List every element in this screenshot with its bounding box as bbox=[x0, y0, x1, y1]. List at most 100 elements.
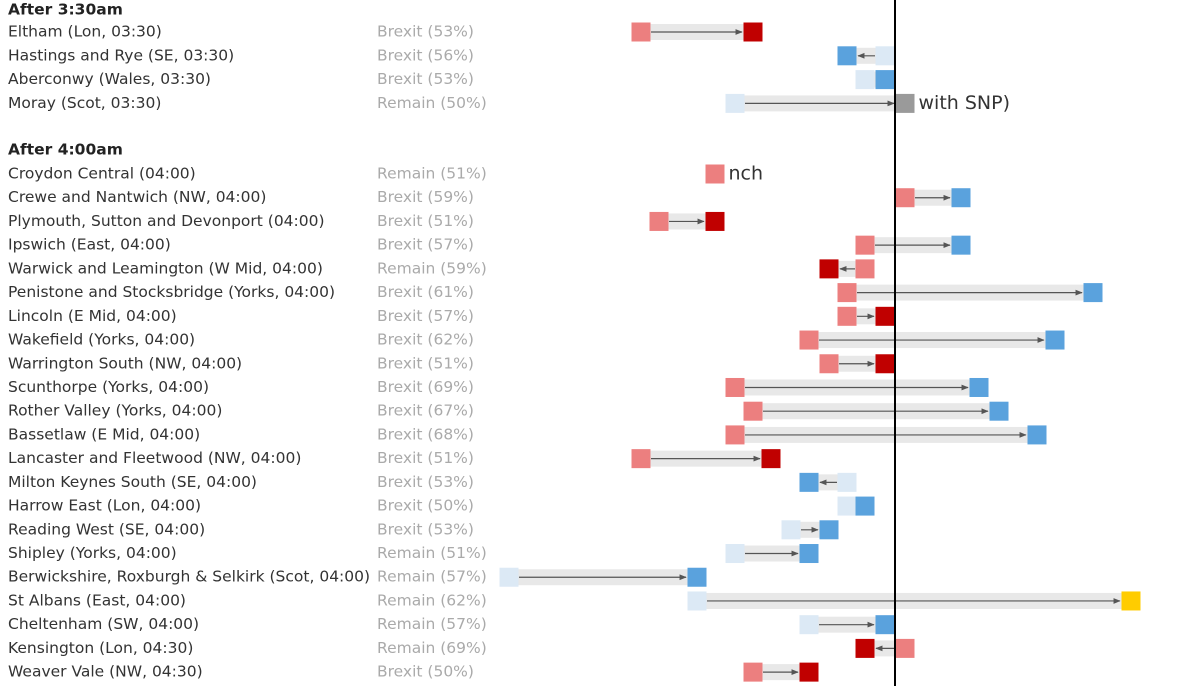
marker-square bbox=[837, 496, 857, 516]
row-label: Brexit (53%) bbox=[377, 473, 474, 491]
row-label: Brexit (62%) bbox=[377, 331, 474, 349]
row-name: Berwickshire, Roxburgh & Selkirk (Scot, … bbox=[8, 568, 370, 586]
row-label: Remain (69%) bbox=[377, 639, 487, 657]
row-label: Brexit (53%) bbox=[377, 23, 474, 41]
row-name: Milton Keynes South (SE, 04:00) bbox=[8, 473, 257, 491]
marker-square bbox=[725, 425, 745, 445]
row-name: Ipswich (East, 04:00) bbox=[8, 236, 171, 254]
marker-square bbox=[837, 46, 857, 66]
row-label: Remain (59%) bbox=[377, 259, 487, 277]
marker-square bbox=[743, 662, 763, 682]
marker-square bbox=[875, 306, 895, 326]
marker-square bbox=[687, 591, 707, 611]
row-label: Remain (50%) bbox=[377, 94, 487, 112]
row-name: St Albans (East, 04:00) bbox=[8, 591, 186, 609]
marker-square bbox=[649, 211, 669, 231]
row-label: Brexit (57%) bbox=[377, 307, 474, 325]
marker-square bbox=[951, 188, 971, 208]
marker-square bbox=[819, 354, 839, 374]
row-label: Brexit (59%) bbox=[377, 188, 474, 206]
row-name: Lancaster and Fleetwood (NW, 04:00) bbox=[8, 449, 301, 467]
marker-square bbox=[499, 567, 519, 587]
row-label: Remain (62%) bbox=[377, 591, 487, 609]
row-name: Bassetlaw (E Mid, 04:00) bbox=[8, 425, 200, 443]
marker-square bbox=[855, 496, 875, 516]
row-label: Brexit (53%) bbox=[377, 70, 474, 88]
marker-square bbox=[875, 354, 895, 374]
marker-square bbox=[855, 259, 875, 279]
marker-square bbox=[855, 638, 875, 658]
marker-square bbox=[875, 615, 895, 635]
row-label: Brexit (51%) bbox=[377, 212, 474, 230]
section-title: After 3:30am bbox=[8, 1, 123, 19]
row-label: Brexit (68%) bbox=[377, 425, 474, 443]
row-name: Rother Valley (Yorks, 04:00) bbox=[8, 402, 222, 420]
row-label: Remain (51%) bbox=[377, 544, 487, 562]
row-label: Brexit (50%) bbox=[377, 663, 474, 681]
marker-square bbox=[743, 22, 763, 42]
row-label: Brexit (61%) bbox=[377, 283, 474, 301]
row-label: Remain (57%) bbox=[377, 615, 487, 633]
marker-square bbox=[1045, 330, 1065, 350]
marker-square bbox=[761, 449, 781, 469]
marker-square bbox=[895, 93, 915, 113]
marker-square bbox=[837, 306, 857, 326]
marker-square bbox=[819, 520, 839, 540]
marker-square bbox=[951, 235, 971, 255]
marker-square bbox=[855, 235, 875, 255]
row-name: Wakefield (Yorks, 04:00) bbox=[8, 331, 195, 349]
row-name: Croydon Central (04:00) bbox=[8, 165, 196, 183]
row-name: Eltham (Lon, 03:30) bbox=[8, 23, 162, 41]
marker-square bbox=[631, 22, 651, 42]
row-name: Warwick and Leamington (W Mid, 04:00) bbox=[8, 259, 323, 277]
marker-square bbox=[895, 188, 915, 208]
row-name: Cheltenham (SW, 04:00) bbox=[8, 615, 199, 633]
marker-square bbox=[799, 330, 819, 350]
row-name: Shipley (Yorks, 04:00) bbox=[8, 544, 177, 562]
row-name: Crewe and Nantwich (NW, 04:00) bbox=[8, 188, 266, 206]
marker-square bbox=[875, 70, 895, 90]
row-label: Brexit (57%) bbox=[377, 236, 474, 254]
marker-square bbox=[725, 377, 745, 397]
marker-square bbox=[781, 520, 801, 540]
row-name: Moray (Scot, 03:30) bbox=[8, 94, 161, 112]
row-label: Brexit (51%) bbox=[377, 449, 474, 467]
marker-square bbox=[989, 401, 1009, 421]
marker-square bbox=[1027, 425, 1047, 445]
row-name: Hastings and Rye (SE, 03:30) bbox=[8, 46, 234, 64]
annotation: with SNP) bbox=[919, 92, 1011, 114]
marker-square bbox=[687, 567, 707, 587]
marker-square bbox=[725, 544, 745, 564]
marker-square bbox=[855, 70, 875, 90]
marker-square bbox=[837, 472, 857, 492]
marker-square bbox=[837, 283, 857, 303]
row-name: Harrow East (Lon, 04:00) bbox=[8, 497, 201, 515]
marker-square bbox=[969, 377, 989, 397]
marker-square bbox=[875, 46, 895, 66]
annotation: nch bbox=[729, 163, 764, 185]
marker-square bbox=[799, 662, 819, 682]
row-name: Penistone and Stocksbridge (Yorks, 04:00… bbox=[8, 283, 335, 301]
marker-square bbox=[799, 544, 819, 564]
row-label: Brexit (50%) bbox=[377, 497, 474, 515]
row-name: Lincoln (E Mid, 04:00) bbox=[8, 307, 177, 325]
row-name: Scunthorpe (Yorks, 04:00) bbox=[8, 378, 209, 396]
marker-square bbox=[705, 211, 725, 231]
marker-square bbox=[799, 472, 819, 492]
row-label: Brexit (69%) bbox=[377, 378, 474, 396]
marker-square bbox=[819, 259, 839, 279]
row-label: Remain (57%) bbox=[377, 568, 487, 586]
row-label: Brexit (56%) bbox=[377, 46, 474, 64]
marker-square bbox=[631, 449, 651, 469]
marker-square bbox=[895, 638, 915, 658]
row-name: Plymouth, Sutton and Devonport (04:00) bbox=[8, 212, 325, 230]
row-label: Brexit (51%) bbox=[377, 354, 474, 372]
row-name: Weaver Vale (NW, 04:30) bbox=[8, 663, 203, 681]
row-label: Remain (51%) bbox=[377, 165, 487, 183]
row-name: Reading West (SE, 04:00) bbox=[8, 520, 205, 538]
row-name: Warrington South (NW, 04:00) bbox=[8, 354, 242, 372]
marker-square bbox=[799, 615, 819, 635]
row-name: Aberconwy (Wales, 03:30) bbox=[8, 70, 211, 88]
marker-square bbox=[1083, 283, 1103, 303]
